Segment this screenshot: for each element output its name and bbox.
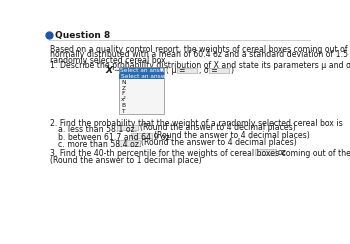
Text: , σ =: , σ = [199,66,217,75]
Text: Question 8: Question 8 [55,31,111,40]
Text: X: X [106,66,113,75]
FancyBboxPatch shape [119,74,164,79]
FancyBboxPatch shape [118,140,140,146]
Text: Select an answer: Select an answer [120,68,171,73]
FancyBboxPatch shape [254,150,276,155]
Text: (Round the answer to 4 decimal places): (Round the answer to 4 decimal places) [154,131,309,140]
Text: ∼: ∼ [113,66,120,75]
Text: 2. Find the probability that the weight of a randomly selected cereal box is: 2. Find the probability that the weight … [50,119,343,128]
FancyBboxPatch shape [119,68,164,74]
Text: ): ) [231,66,233,75]
FancyBboxPatch shape [117,125,138,130]
Text: 1. Describe the probability distribution of X and state its parameters μ and σ:: 1. Describe the probability distribution… [50,61,350,70]
Text: ( μ =: ( μ = [166,66,186,75]
Text: Z: Z [121,86,125,91]
Text: Select an answer: Select an answer [121,74,172,79]
Text: (Round the answer to 4 decimal places): (Round the answer to 4 decimal places) [140,123,296,132]
Text: c. more than 58.4 oz.: c. more than 58.4 oz. [58,140,141,149]
Text: F: F [121,91,125,96]
Text: B: B [121,103,125,108]
Text: T: T [121,109,125,114]
FancyBboxPatch shape [131,132,152,138]
Text: oz: oz [278,148,287,157]
Text: randomly selected cereal box.: randomly selected cereal box. [50,56,168,65]
Text: 3. Find the 40-th percentile for the weights of cereal boxes coming out of the p: 3. Find the 40-th percentile for the wei… [50,150,350,158]
Text: b. between 61.7 and 64.9 oz.: b. between 61.7 and 64.9 oz. [58,132,172,142]
Text: a. less than 58.1 oz.: a. less than 58.1 oz. [58,125,137,134]
FancyBboxPatch shape [177,68,197,73]
Text: (Round the answer to 1 decimal place): (Round the answer to 1 decimal place) [50,156,202,165]
FancyBboxPatch shape [209,68,229,73]
Text: Based on a quality control report, the weights of cereal boxes coming out of the: Based on a quality control report, the w… [50,45,350,54]
Text: ▾: ▾ [160,68,163,73]
Text: (Round the answer to 4 decimal places): (Round the answer to 4 decimal places) [141,138,297,147]
Text: N: N [121,80,126,85]
Text: normally distributed with a mean of 60.4 oz and a standard deviation of 1.5 oz. : normally distributed with a mean of 60.4… [50,50,350,59]
FancyBboxPatch shape [119,74,164,114]
Text: x²: x² [121,97,127,102]
